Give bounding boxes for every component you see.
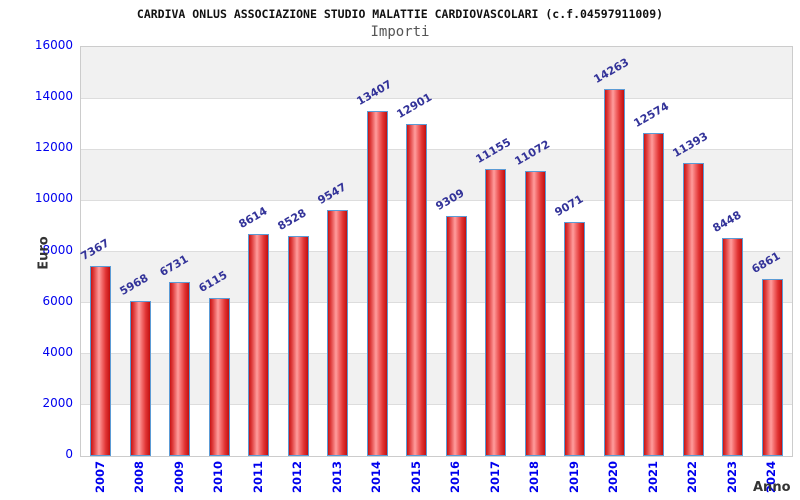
bar-value-label: 6861 [749, 249, 783, 276]
plot-area: 7367 5968 6731 6115 8614 8528 9547 13407 12901 93… [78, 46, 793, 457]
bar-2021 [643, 132, 665, 456]
bar-value-label: 6731 [157, 252, 191, 279]
x-axis-title: Anno [753, 480, 791, 495]
bar-value-label: 8448 [710, 208, 744, 236]
bar-2020 [603, 89, 625, 456]
bar-2019 [564, 222, 586, 456]
x-tick-label-2019: 2019 [566, 460, 581, 494]
x-tick-label-2023: 2023 [724, 460, 739, 494]
x-tick-label-2015: 2015 [408, 460, 423, 494]
gridline [81, 97, 792, 99]
y-tick-label: 14000 [34, 89, 73, 104]
y-tick-label: 6000 [42, 293, 73, 308]
x-tick-label-2020: 2020 [606, 460, 621, 494]
x-tick-label-2011: 2011 [250, 460, 265, 494]
bar-2012 [287, 236, 309, 456]
bar-value-label: 9547 [315, 180, 349, 207]
x-tick-label-2014: 2014 [369, 460, 384, 494]
bar-value-label: 11155 [473, 135, 513, 166]
x-tick-label-2018: 2018 [527, 460, 542, 494]
bar-2024 [761, 278, 783, 456]
x-tick-label-2009: 2009 [171, 460, 186, 494]
x-tick-label-2012: 2012 [290, 460, 305, 494]
bar-2013 [327, 209, 349, 456]
y-tick-label: 2000 [42, 395, 73, 410]
x-tick-label-2008: 2008 [132, 460, 147, 494]
bar-2017 [485, 168, 507, 456]
bar-2022 [682, 162, 704, 456]
bar-value-label: 14263 [591, 56, 632, 87]
bar-value-label: 12574 [631, 99, 671, 130]
bar-value-label: 8528 [275, 206, 309, 234]
y-tick-label: 12000 [34, 140, 73, 155]
chart-subtitle: Importi [370, 24, 430, 40]
bar-2014 [366, 111, 388, 456]
x-tick-label-2007: 2007 [92, 460, 107, 494]
y-tick-label: 16000 [34, 38, 73, 52]
gridline [81, 148, 792, 150]
gridline [81, 404, 792, 406]
bar-value-label: 13407 [354, 77, 395, 109]
bar-2008 [129, 301, 151, 456]
bar-value-label: 11072 [512, 137, 553, 168]
x-tick-label-2021: 2021 [645, 460, 660, 494]
bar-value-label: 9071 [552, 192, 586, 220]
bar-2016 [445, 216, 467, 456]
gridline [81, 302, 792, 304]
bar-value-label: 8614 [236, 204, 270, 231]
y-tick-label: 0 [65, 447, 73, 461]
y-tick-label: 10000 [34, 191, 73, 206]
bar-value-label: 7367 [78, 236, 112, 263]
y-tick-label: 4000 [42, 344, 73, 359]
bar-2023 [722, 238, 744, 456]
bar-2010 [208, 297, 230, 456]
gridline [81, 353, 792, 355]
x-tick-label-2010: 2010 [211, 460, 226, 494]
bar-2009 [169, 281, 191, 456]
bar-value-label: 9309 [433, 186, 467, 214]
gridline [81, 199, 792, 201]
bar-value-label: 12901 [394, 90, 434, 122]
bar-2011 [248, 233, 270, 456]
gridline [81, 251, 792, 252]
x-tick-label-2016: 2016 [448, 460, 463, 494]
y-tick-label: 8000 [42, 242, 73, 257]
bar-value-label: 11393 [670, 129, 711, 160]
bar-2018 [524, 170, 546, 456]
chart-title: CARDIVA ONLUS ASSOCIAZIONE STUDIO MALATT… [136, 7, 664, 21]
x-tick-label-2013: 2013 [329, 460, 344, 494]
bar-value-label: 5968 [117, 271, 151, 299]
bar-2007 [90, 265, 112, 456]
x-tick-label-2017: 2017 [487, 460, 502, 494]
bar-value-label: 6115 [196, 268, 230, 295]
y-axis-title: Euro [36, 236, 52, 270]
x-tick-label-2022: 2022 [685, 460, 700, 494]
bar-2015 [406, 124, 428, 456]
